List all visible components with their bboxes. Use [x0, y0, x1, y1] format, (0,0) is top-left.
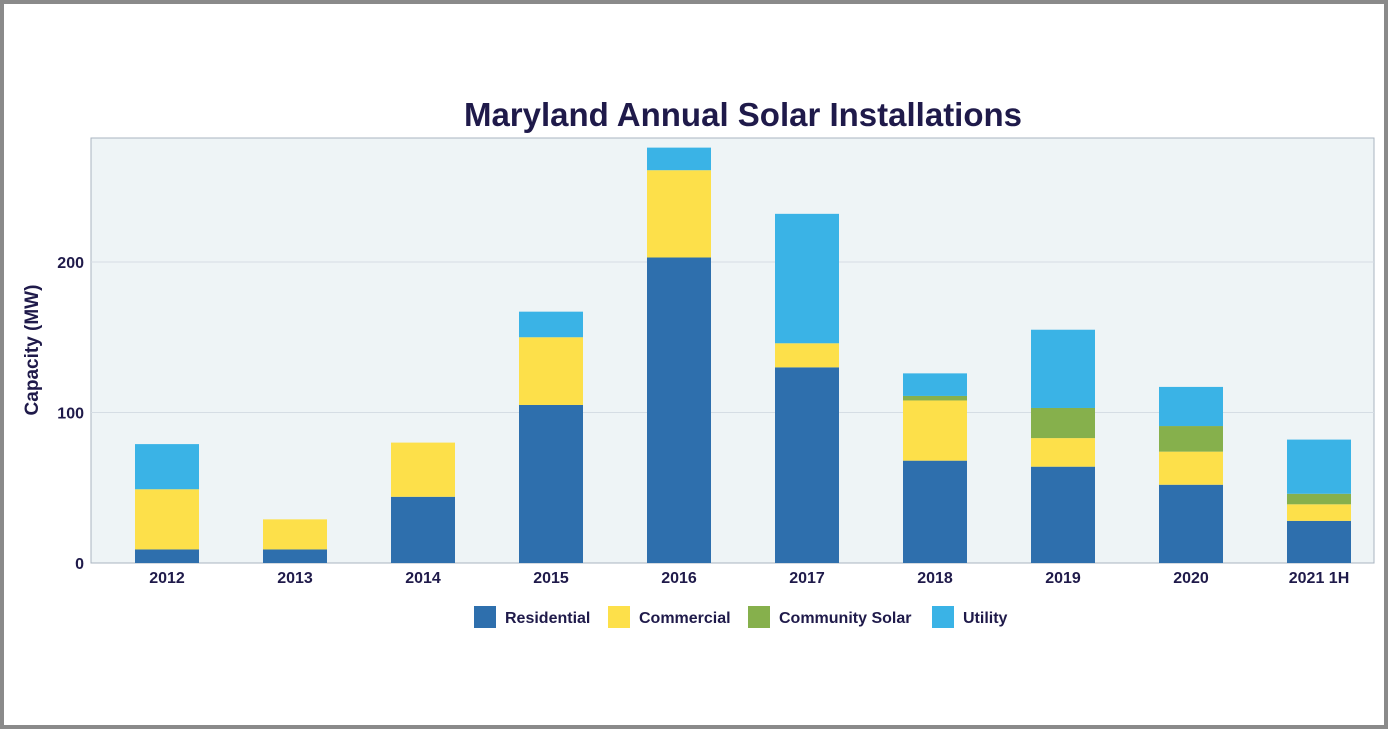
bar-commercial-2016	[647, 170, 711, 258]
bar-utility-2012	[135, 444, 199, 490]
bar-residential-2017	[775, 367, 839, 563]
x-tick-label: 2019	[1045, 570, 1081, 587]
bar-residential-2021-1H	[1287, 520, 1351, 563]
bar-commercial-2015	[519, 337, 583, 405]
bar-utility-2021-1H	[1287, 439, 1351, 494]
bar-utility-2017	[775, 213, 839, 344]
chart-title: Maryland Annual Solar Installations	[464, 96, 1022, 133]
bar-community-solar-2018	[903, 395, 967, 401]
bar-community-solar-2021-1H	[1287, 493, 1351, 505]
legend-swatch	[932, 606, 954, 628]
bar-commercial-2020	[1159, 451, 1223, 485]
x-tick-label: 2018	[917, 570, 953, 587]
bar-residential-2012	[135, 549, 199, 563]
bar-residential-2020	[1159, 484, 1223, 563]
x-tick-label: 2020	[1173, 570, 1209, 587]
legend-swatch	[474, 606, 496, 628]
legend-swatch	[608, 606, 630, 628]
legend-swatch	[748, 606, 770, 628]
legend-label: Commercial	[639, 610, 731, 627]
x-tick-label: 2013	[277, 570, 313, 587]
y-axis-label: Capacity (MW)	[22, 285, 43, 416]
bar-utility-2020	[1159, 386, 1223, 427]
x-tick-label: 2016	[661, 570, 697, 587]
legend-label: Residential	[505, 610, 590, 627]
y-tick-label: 100	[57, 406, 84, 423]
bar-commercial-2018	[903, 400, 967, 461]
bar-community-solar-2020	[1159, 426, 1223, 452]
x-tick-label: 2017	[789, 570, 825, 587]
bar-residential-2018	[903, 460, 967, 563]
x-tick-label: 2021 1H	[1289, 570, 1350, 587]
bar-commercial-2012	[135, 489, 199, 550]
bar-utility-2015	[519, 311, 583, 338]
bar-utility-2019	[1031, 329, 1095, 408]
bar-residential-2015	[519, 404, 583, 563]
bar-utility-2016	[647, 147, 711, 171]
bar-commercial-2019	[1031, 438, 1095, 467]
x-tick-label: 2015	[533, 570, 569, 587]
bar-community-solar-2019	[1031, 407, 1095, 439]
bar-commercial-2013	[263, 519, 327, 550]
y-tick-label: 0	[75, 556, 84, 573]
bar-residential-2013	[263, 549, 327, 563]
bar-utility-2018	[903, 373, 967, 396]
bar-commercial-2021-1H	[1287, 504, 1351, 521]
bar-residential-2019	[1031, 466, 1095, 563]
bar-commercial-2014	[391, 442, 455, 497]
x-tick-label: 2012	[149, 570, 185, 587]
bar-residential-2014	[391, 496, 455, 563]
bar-commercial-2017	[775, 343, 839, 368]
bar-residential-2016	[647, 257, 711, 563]
y-tick-label: 200	[57, 255, 84, 272]
legend-label: Utility	[963, 610, 1008, 627]
legend-label: Community Solar	[779, 610, 911, 627]
x-tick-label: 2014	[405, 570, 441, 587]
